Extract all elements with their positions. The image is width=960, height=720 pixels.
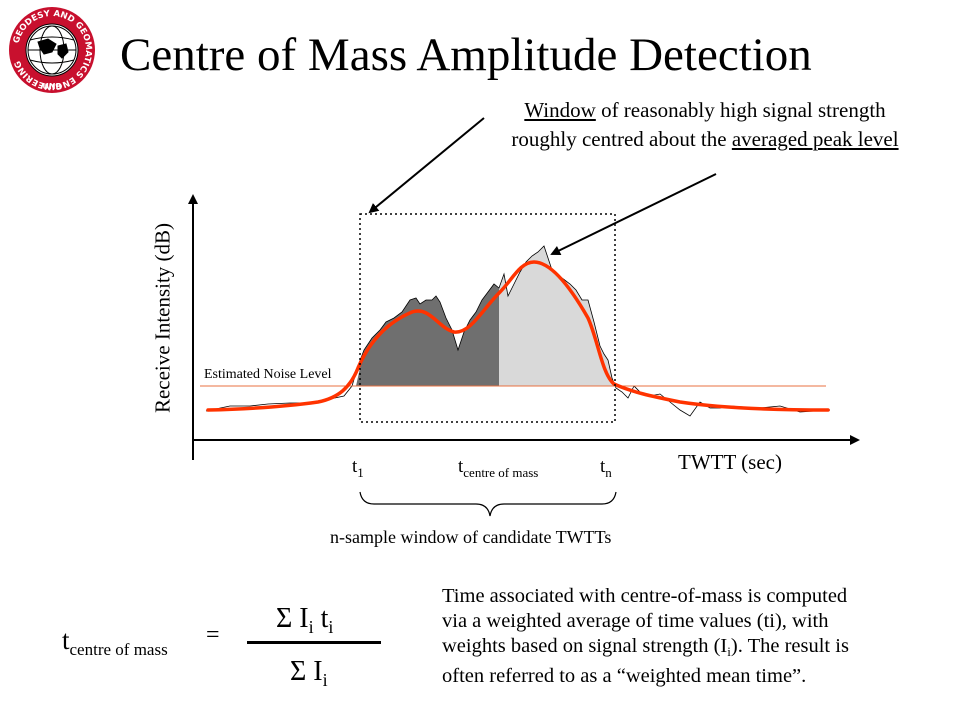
tick-t1-base: t	[352, 456, 358, 477]
formula-num-ti: i	[328, 617, 334, 637]
window-fill-after-centre	[499, 246, 614, 386]
x-axis-label: TWTT (sec)	[678, 450, 782, 474]
callout-peak-word: averaged peak level	[731, 127, 899, 151]
unb-logo: GEODESY AND GEOMATICS ENGINEERING UNB	[9, 7, 95, 93]
explanation-line-4: often referred to as a “weighted mean ti…	[442, 665, 807, 687]
formula-num-i: i	[308, 617, 314, 637]
window-callout: Window of reasonably high signal strengt…	[470, 96, 940, 154]
logo-bottom-text: UNB	[42, 82, 61, 91]
explanation-line-3: weights based on signal strength (Ii). T…	[442, 634, 942, 664]
tick-tcm-base: t	[458, 456, 464, 477]
formula-denominator: Σ Ii	[290, 656, 328, 691]
window-caption: n-sample window of candidate TWTTs	[330, 527, 612, 547]
page-title: Centre of Mass Amplitude Detection	[120, 29, 812, 81]
tick-tcm-sub: centre of mass	[463, 465, 539, 480]
sample-window-box	[359, 213, 616, 423]
formula-den-i: i	[322, 670, 328, 690]
arrow-to-peak	[550, 173, 717, 255]
tick-tn-base: t	[600, 456, 606, 477]
callout-line2-prefix: roughly centred about the	[511, 127, 732, 151]
formula-den-sigma: Σ I	[290, 656, 323, 687]
arrow-to-window	[368, 117, 485, 214]
explanation-line-2: via a weighted average of time values (t…	[442, 610, 829, 632]
tick-tn: tn	[600, 456, 612, 481]
tick-tn-sub: n	[605, 465, 612, 480]
formula-num-sigma: Σ I	[276, 603, 309, 634]
raw-signal-line	[205, 245, 831, 417]
formula-numerator: Σ Ii ti	[276, 603, 333, 638]
globe-icon	[27, 25, 77, 75]
explanation-text: Time associated with centre-of-mass is c…	[442, 584, 942, 689]
formula-fraction-bar	[247, 641, 381, 644]
formula-lhs-sub: centre of mass	[69, 640, 168, 659]
averaged-signal-curve	[206, 260, 830, 412]
tick-t1-sub: 1	[357, 465, 364, 480]
formula-equals: =	[206, 622, 220, 648]
window-brace	[359, 491, 617, 517]
callout-line1-rest: of reasonably high signal strength	[595, 98, 886, 122]
noise-level-label: Estimated Noise Level	[204, 367, 332, 382]
explanation-line-3-post: ). The result is	[730, 635, 849, 657]
formula-lhs-base: t	[62, 625, 70, 655]
explanation-line-3-sub: i	[727, 644, 731, 659]
y-axis-label: Receive Intensity (dB)	[150, 222, 175, 414]
tick-centre-of-mass: tcentre of mass	[458, 456, 538, 481]
tick-t1: t1	[352, 456, 364, 481]
explanation-line-3-pre: weights based on signal strength (I	[442, 635, 728, 657]
formula-lhs: tcentre of mass	[62, 625, 168, 660]
callout-window-word: Window	[524, 98, 596, 122]
formula-num-t: t	[313, 603, 329, 634]
window-fill-before-centre	[356, 284, 499, 386]
explanation-line-1: Time associated with centre-of-mass is c…	[442, 585, 848, 607]
